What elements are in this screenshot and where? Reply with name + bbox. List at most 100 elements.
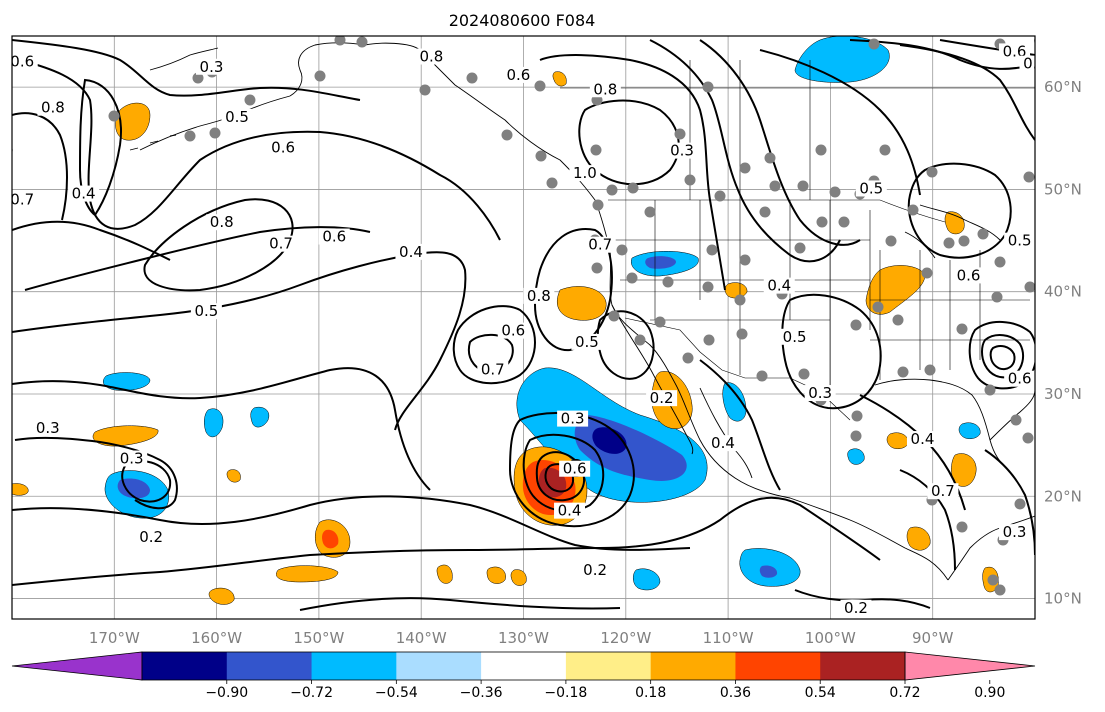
station-marker — [534, 80, 546, 92]
contour-label-halo — [569, 165, 601, 182]
contour-label-halo — [1019, 55, 1035, 72]
station-marker — [590, 144, 602, 156]
contour-line — [121, 460, 172, 503]
station-marker — [756, 370, 768, 382]
orange-anomaly-region — [226, 469, 241, 483]
contour-label-halo — [1004, 232, 1035, 249]
contour-label-halo — [32, 419, 64, 436]
station-marker — [184, 130, 196, 142]
station-marker — [1014, 498, 1026, 510]
navy-anomaly-core — [592, 427, 627, 454]
contour-label-halo — [589, 81, 621, 98]
contour-line — [12, 39, 361, 101]
contour-label-halo — [135, 529, 167, 546]
contour-label-halo — [477, 361, 509, 378]
station-marker — [734, 294, 746, 306]
contour-label-halo — [12, 142, 18, 159]
contour-line — [24, 226, 371, 291]
latitude-tick-label: 50°N — [1044, 180, 1082, 198]
contour-label-halo — [1029, 36, 1035, 50]
colorbar-segment — [650, 652, 736, 680]
station-marker — [838, 216, 850, 228]
station-marker — [209, 127, 221, 139]
station-marker — [702, 281, 714, 293]
colorbar-segment — [396, 652, 482, 680]
contour-label-halo — [267, 139, 299, 156]
orange-anomaly-region — [436, 564, 453, 584]
contour-line — [78, 78, 122, 217]
contour-label: 0.8 — [210, 213, 234, 231]
contour-label: 0.8 — [1033, 32, 1057, 50]
contour-line — [907, 162, 1012, 259]
contour-line — [578, 99, 680, 186]
station-marker — [1022, 432, 1034, 444]
longitude-tick-label: 130°W — [498, 629, 549, 647]
station-marker — [466, 72, 478, 84]
map-frame — [11, 35, 1036, 620]
station-marker — [192, 72, 204, 84]
contour-label-halo — [906, 431, 938, 448]
contour-label: 0.4 — [767, 277, 791, 295]
contour-label: 0.6 — [506, 66, 530, 84]
station-marker — [356, 36, 368, 48]
blue-anomaly-region — [633, 568, 661, 591]
longitude-tick-label: 90°W — [912, 629, 954, 647]
colorbar-segment — [735, 652, 821, 680]
contour-label-halo — [840, 599, 872, 616]
station-marker — [956, 521, 968, 533]
contour-line — [12, 112, 68, 221]
contour-label-halo — [953, 267, 985, 284]
red-anomaly-region — [322, 529, 339, 549]
colorbar-tick-label: 0.54 — [805, 685, 836, 701]
colorbar-tick-label: −0.90 — [205, 685, 248, 701]
station-marker — [769, 180, 781, 192]
orange-anomaly-region — [115, 102, 151, 141]
contour-label: 0.5 — [1023, 55, 1047, 73]
contour-label: 0.8 — [41, 99, 65, 117]
station-marker — [872, 301, 884, 313]
station-marker — [926, 166, 938, 178]
contour-label-halo — [779, 328, 811, 345]
contour-line — [781, 293, 882, 410]
orange-anomaly-region — [724, 282, 748, 299]
orange-anomaly-region — [886, 432, 909, 449]
orange-anomaly-region — [552, 71, 567, 87]
contour-label: 0.4 — [711, 434, 735, 452]
contour-label: 0.5 — [1008, 232, 1032, 250]
contour-label-halo — [221, 108, 253, 125]
contour-line — [989, 345, 1016, 371]
station-marker — [682, 352, 694, 364]
station-marker — [244, 94, 256, 106]
colorbar-segment — [565, 652, 652, 680]
contour-label: 0.7 — [269, 235, 293, 253]
station-marker — [924, 364, 936, 376]
contour-line — [19, 59, 501, 241]
contour-label-halo — [116, 450, 148, 467]
contour-label: 0.5 — [225, 108, 249, 126]
station-marker — [991, 291, 1003, 303]
longitude-tick-label: 170°W — [89, 629, 140, 647]
station-marker — [703, 334, 715, 346]
station-marker — [684, 174, 696, 186]
station-marker — [850, 319, 862, 331]
station-marker — [739, 254, 751, 266]
contour-label-halo — [68, 185, 100, 202]
station-marker — [987, 574, 999, 586]
colorbar-tick-label: −0.54 — [375, 685, 418, 701]
contour-label: 0.6 — [1008, 370, 1032, 388]
contour-label-halo — [584, 236, 616, 253]
station-marker — [736, 328, 748, 340]
contour-line — [14, 436, 178, 510]
longitude-tick-label: 120°W — [600, 629, 651, 647]
station-marker — [851, 410, 863, 422]
orange-anomaly-region — [556, 286, 607, 321]
station-marker — [314, 70, 326, 82]
contour-label: 0.5 — [783, 328, 807, 346]
contour-line — [299, 597, 621, 611]
contour-line — [539, 54, 726, 291]
contour-label: 1.0 — [573, 164, 597, 182]
contour-label-halo — [646, 390, 678, 407]
latitude-tick-label: 60°N — [1044, 78, 1082, 96]
contour-label-halo — [523, 287, 555, 304]
colorbar-tick-label: −0.72 — [290, 685, 333, 701]
